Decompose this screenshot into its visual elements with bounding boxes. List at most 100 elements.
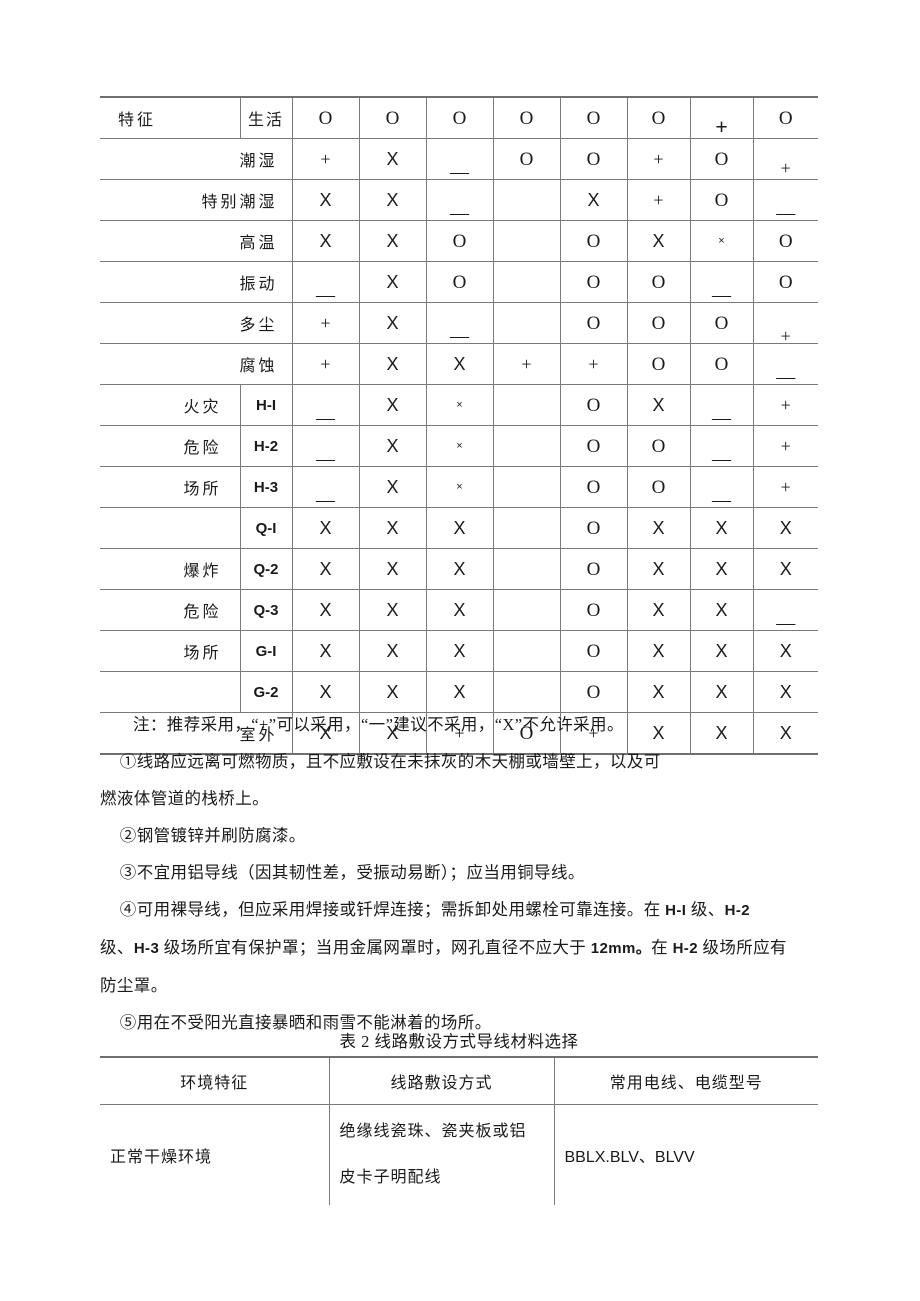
note-4-code-h2: H-2 [724,902,751,919]
cell-mark: + [780,326,791,346]
table-cell: O [425,96,494,139]
cell-mark: + [653,149,664,169]
cell-mark: O [519,722,534,744]
table-cell: O [358,96,427,139]
row-label: 腐蚀 [100,343,293,385]
table-cell: X [425,630,494,672]
table-cell: X [752,712,818,755]
cell-mark: — [450,202,469,224]
cell-mark: X [453,518,466,538]
cell-mark: O [714,189,729,211]
table-row: 多尘 + X — O O O + [100,302,818,347]
row-code-label: 生活 [239,96,293,139]
cell-mark: X [319,231,332,251]
table-cell: + [291,138,360,180]
cell-mark: O [714,353,729,375]
table-cell: X [559,179,628,221]
row-code-label: H-2 [239,425,293,467]
table-cell: O [492,138,561,180]
table-cell: X [358,589,427,631]
note-4-line-1: ④可用裸导线，但应采用焊接或钎焊连接；需拆卸处用螺栓可靠连接。在 H-I 级、H… [100,891,822,929]
table2-column-header: 常用电线、电缆型号 [553,1056,818,1105]
table-cell: X [752,548,818,590]
table-row: 爆炸 Q-2 X X X O X X X [100,548,818,590]
cell-mark: O [452,271,467,293]
note-4-code-h3: H-3 [133,940,160,957]
row-code-label: H-3 [239,466,293,508]
table-cell: X [358,384,427,426]
cell-mark: X [587,190,600,210]
table-cell: X [425,507,494,549]
cell-mark: — [316,448,335,470]
table-cell: X [291,671,360,713]
table-cell: — [689,466,754,510]
cell-mark: + [715,114,728,139]
cell-mark: X [715,559,728,579]
cell-mark: × [456,480,463,493]
row-label: 振动 [100,261,293,303]
table-cell: + [291,302,360,344]
note-4-line-3: 防尘罩。 [100,976,168,995]
cell-mark: O [519,148,534,170]
table-cell: — [689,425,754,469]
table-cell: X [291,548,360,590]
table-cell [492,589,561,631]
table-cell: X [358,425,427,467]
table-cell: X [626,589,691,631]
table2-method-line-2: 皮卡子明配线 [339,1169,442,1186]
table-cell: O [559,138,628,180]
cell-mark: O [586,681,601,703]
table-cell: O [626,261,691,303]
table-cell: × [689,220,754,262]
cell-mark: + [780,395,791,415]
cell-mark: X [715,641,728,661]
cell-mark: O [586,230,601,252]
note-2: ②钢管镀锌并刷防腐漆。 [119,826,306,845]
table-cell: O [492,96,561,139]
table-cell: O [291,96,360,139]
table-cell: + [626,138,691,180]
cell-mark: X [319,559,332,579]
cell-mark: X [386,723,399,743]
note-4-text-h: 级场所应有 [697,938,787,957]
table-cell: X [358,630,427,672]
cell-mark: — [776,202,796,224]
table-cell: — [425,138,494,182]
cell-mark: X [715,600,728,620]
row-label: 室外 [100,712,293,755]
cell-mark: O [778,271,793,293]
table-cell [492,220,561,262]
table-cell: X [689,589,754,631]
table-cell: + [559,343,628,385]
note-legend: 注：推荐采用，“+”可以采用，“一”建议不采用，“X”不允许采用。 [133,715,624,734]
cell-mark: X [453,600,466,620]
note-4-code-hi: H-I [665,902,687,919]
cell-mark: X [652,518,665,538]
cell-mark: O [586,394,601,416]
cell-mark: O [318,107,333,129]
cell-mark: — [450,325,469,347]
note-4-text-a: ④可用裸导线，但应采用焊接或钎焊连接；需拆卸处用螺栓可靠连接。在 [119,900,666,919]
cell-mark: O [586,271,601,293]
cell-mark: O [586,640,601,662]
table-cell: X [626,384,691,426]
cell-mark: + [320,313,331,333]
cell-mark: × [456,398,463,411]
cell-mark: X [386,190,399,210]
cell-mark: — [316,284,335,306]
note-4-text-f: 级场所宜有保护罩；当用金属网罩时，网孔直径不应大于 [159,938,591,957]
table-cell: O [626,425,691,467]
table-cell: X [626,671,691,713]
table-cell: + [752,138,818,180]
cell-mark: X [652,231,665,251]
cell-mark: O [586,476,601,498]
note-1-line-1: ①线路应远离可燃物质，且不应敷设在未抹灰的木天棚或墙壁上，以及可 [119,752,661,771]
cell-mark: — [316,407,335,429]
table2-column-header: 线路敷设方式 [328,1056,555,1105]
cell-mark: + [521,354,532,374]
row-group-label [100,671,241,713]
table2-column-header: 环境特征 [100,1056,330,1105]
table-row: Q-I X X X O X X X [100,507,818,549]
cell-mark: O [651,353,666,375]
environment-wiring-table: 特征 生活 O O O O O O + O 潮湿 + X — O O + O + 特别潮湿 X X — X + O — 高温 X X O O X… [100,96,818,755]
